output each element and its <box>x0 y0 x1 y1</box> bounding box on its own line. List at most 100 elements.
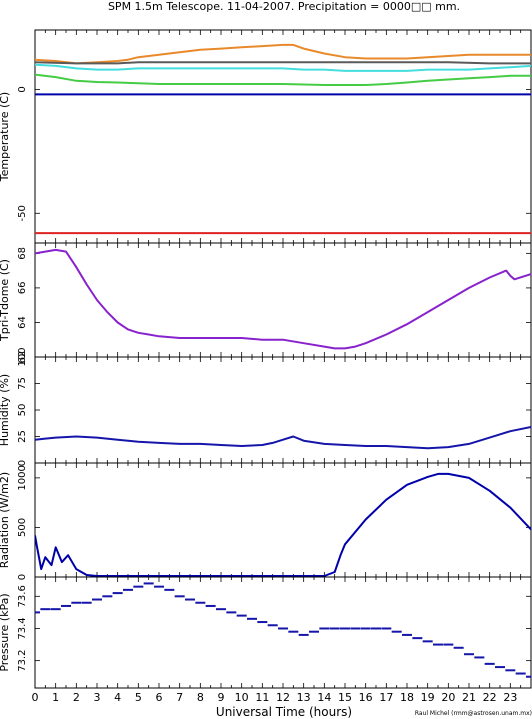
data-point <box>329 627 340 630</box>
panel-0: 0 -50 Temperature (C) <box>0 29 532 244</box>
data-point <box>298 633 309 636</box>
data-point <box>123 588 133 591</box>
y-tick-label: 73.6 <box>17 585 28 607</box>
data-point <box>381 627 392 630</box>
y-tick-label: 1000 <box>17 465 28 490</box>
x-tick-label: 13 <box>297 691 311 704</box>
data-point <box>92 598 102 601</box>
x-tick-label: 0 <box>32 691 39 704</box>
x-tick-label: 2 <box>73 691 80 704</box>
data-point <box>402 633 412 636</box>
data-point <box>195 601 206 604</box>
data-point <box>174 595 185 598</box>
x-tick-label: 19 <box>421 691 435 704</box>
y-tick-label: 0 <box>17 574 28 580</box>
x-tick-label: 14 <box>317 691 331 704</box>
panel-frame <box>34 356 532 464</box>
y-axis-label: Radiation (W/m2) <box>0 472 11 568</box>
series-line-2 <box>35 63 531 72</box>
y-tick-label: 0 <box>17 460 28 466</box>
y-tick-label: 68 <box>17 247 28 260</box>
data-point <box>278 627 288 630</box>
series-line-1 <box>35 61 531 65</box>
data-point <box>112 592 123 595</box>
x-tick-label: 4 <box>114 691 121 704</box>
x-tick-label: 10 <box>235 691 249 704</box>
x-tick-label: 5 <box>135 691 142 704</box>
y-tick-label: 64 <box>17 316 28 329</box>
y-tick-label: 73.4 <box>17 617 28 639</box>
x-tick-label: 18 <box>400 691 414 704</box>
x-tick-label: 12 <box>276 691 290 704</box>
y-axis-label: Temperature (C) <box>0 92 11 182</box>
data-point <box>164 588 175 591</box>
x-tick-label: 22 <box>483 691 497 704</box>
panel-4: 73.6 73.4 73.2 Pressure (kPa) <box>0 576 532 689</box>
x-axis-label: Universal Time (hours) <box>216 705 352 719</box>
x-tick-label: 6 <box>156 691 163 704</box>
y-tick-label: 100 <box>17 347 28 366</box>
data-point <box>474 656 485 659</box>
series-line-0 <box>35 472 531 577</box>
y-tick-label: 0 <box>17 86 28 92</box>
data-point <box>257 621 268 624</box>
data-point <box>61 604 71 607</box>
data-point <box>422 640 433 643</box>
data-point <box>35 611 40 614</box>
data-point <box>464 653 474 656</box>
y-axis-label: Tpri-Tdome (C) <box>0 259 11 342</box>
x-tick-label: 21 <box>462 691 476 704</box>
y-tick-label: 500 <box>17 518 28 537</box>
y-tick-label: 75 <box>17 377 28 390</box>
panel-1: 68 66 64 62 Tpri-Tdome (C) <box>0 242 532 363</box>
data-point <box>505 669 516 672</box>
data-point <box>154 585 164 588</box>
data-point <box>350 627 361 630</box>
data-point <box>236 614 247 617</box>
data-point <box>247 617 257 620</box>
figure-title: SPM 1.5m Telescope. 11-04-2007. Precipit… <box>108 0 460 13</box>
data-point <box>391 630 402 633</box>
data-point <box>40 608 51 611</box>
x-tick-label: 11 <box>255 691 269 704</box>
data-point <box>216 608 226 611</box>
panel-frame <box>34 576 532 689</box>
x-tick-label: 1 <box>52 691 59 704</box>
series-line-0 <box>35 43 531 65</box>
series-line-0 <box>35 248 531 350</box>
data-point <box>319 627 330 630</box>
x-tick-label: 9 <box>218 691 225 704</box>
panel-2: 0 25 50 75 100 Humidity (%) <box>0 347 532 466</box>
panel-frame <box>34 462 532 578</box>
x-tick-label: 7 <box>176 691 183 704</box>
data-point <box>205 604 216 607</box>
y-tick-label: 25 <box>17 430 28 443</box>
data-point <box>288 630 299 633</box>
panels: 0 -50 Temperature (C) 68 66 64 62 Tpri-Tdome (C… <box>0 29 532 689</box>
data-point <box>71 601 82 604</box>
x-tick-label: 8 <box>197 691 204 704</box>
series-line-0 <box>35 426 531 450</box>
y-tick-label: 50 <box>17 404 28 417</box>
data-point <box>81 601 92 604</box>
data-point <box>484 662 495 665</box>
y-axis-label: Humidity (%) <box>0 374 11 446</box>
data-point <box>133 585 144 588</box>
x-axis-labels: 0 1 2 3 4 5 6 7 8 9 10 11 12 13 14 15 16 17 18 19 20 21 22 23 <box>32 691 518 704</box>
y-tick-label: -50 <box>17 205 28 221</box>
x-tick-label: 20 <box>441 691 455 704</box>
x-tick-label: 23 <box>503 691 517 704</box>
panel-3: 0 500 1000 Radiation (W/m2) <box>0 462 532 580</box>
data-point <box>360 627 371 630</box>
x-tick-label: 3 <box>94 691 101 704</box>
data-point <box>453 646 464 649</box>
data-point <box>371 627 381 630</box>
data-point <box>267 624 278 627</box>
data-point <box>102 595 113 598</box>
series-line-3 <box>35 73 531 86</box>
y-axis-label: Pressure (kPa) <box>0 593 11 671</box>
data-point <box>309 630 319 633</box>
data-point <box>515 672 526 675</box>
data-point <box>443 643 454 646</box>
